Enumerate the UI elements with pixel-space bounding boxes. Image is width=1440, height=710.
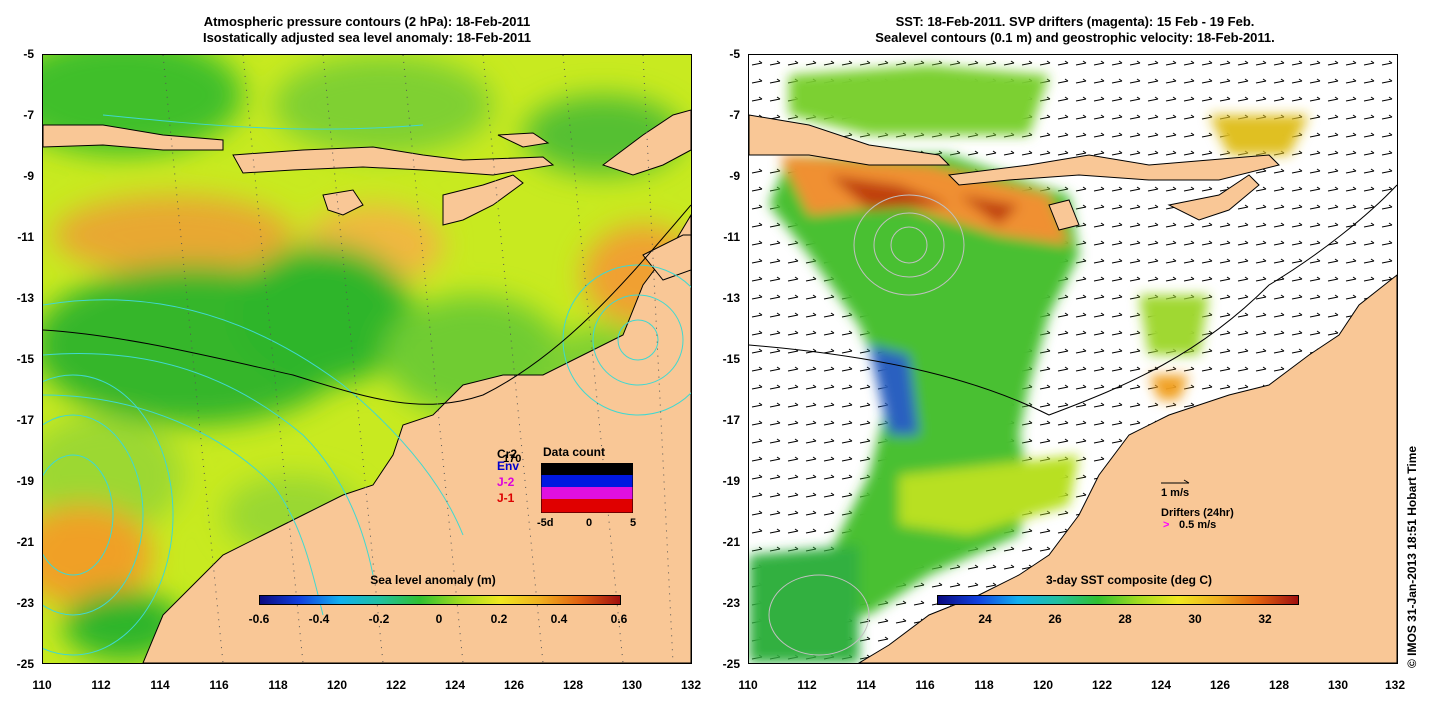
sea-level-colorbar xyxy=(259,595,621,605)
right-ytick-10: -23 xyxy=(722,596,740,610)
left-xtick-4: 116 xyxy=(209,678,229,692)
data-count-label-j1: J-1 xyxy=(497,491,515,505)
isobath-line xyxy=(43,204,691,405)
drifters-symbol: > xyxy=(1163,519,1170,531)
left-cbar-tick-2: -0.4 xyxy=(308,612,330,626)
left-legend-title: Sea level anomaly (m) xyxy=(370,573,496,587)
right-cbar-tick-3: 28 xyxy=(1118,612,1132,626)
left-xtick-10: 128 xyxy=(562,678,584,692)
left-map[interactable]: Data count Cr2 170 Env J-2 J-1 -5d 0 5 S… xyxy=(42,54,692,664)
right-map[interactable]: 1 m/s Drifters (24hr) > 0.5 m/s 3-day SS… xyxy=(748,54,1398,664)
right-ytick-11: -25 xyxy=(722,657,740,671)
data-count-label-env: Env xyxy=(497,459,520,473)
left-ytick-6: -15 xyxy=(16,352,34,366)
right-title-line2: Sealevel contours (0.1 m) and geostrophi… xyxy=(875,30,1275,45)
left-xtick-6: 120 xyxy=(326,678,348,692)
left-ytick-9: -21 xyxy=(16,535,34,549)
right-ytick-6: -15 xyxy=(722,352,740,366)
sealevel-contours xyxy=(768,194,965,656)
left-ytick-4: -11 xyxy=(17,230,34,244)
sst-colorbar xyxy=(937,595,1299,605)
right-xtick-9: 126 xyxy=(1209,678,1231,692)
left-ytick-11: -25 xyxy=(16,657,34,671)
land-masses-right xyxy=(749,114,1397,663)
left-xtick-12: 132 xyxy=(680,678,702,692)
left-title-line1: Atmospheric pressure contours (2 hPa): 1… xyxy=(203,14,531,29)
right-xtick-1: 110 xyxy=(738,678,758,692)
velocity-key-label: 1 m/s xyxy=(1161,487,1190,499)
data-count-title: Data count xyxy=(543,445,606,459)
right-xtick-8: 124 xyxy=(1150,678,1172,692)
left-xtick-3: 114 xyxy=(150,678,170,692)
left-cbar-tick-5: 0.2 xyxy=(490,612,508,626)
right-cbar-tick-2: 26 xyxy=(1048,612,1062,626)
left-ytick-3: -9 xyxy=(23,169,34,183)
right-xtick-3: 114 xyxy=(856,678,876,692)
right-xtick-5: 118 xyxy=(974,678,994,692)
left-cbar-tick-7: 0.6 xyxy=(610,612,628,626)
right-map-svg xyxy=(749,55,1397,663)
left-xtick-9: 126 xyxy=(503,678,525,692)
right-xtick-12: 132 xyxy=(1384,678,1406,692)
left-xtick-2: 112 xyxy=(91,678,111,692)
right-ytick-4: -11 xyxy=(723,230,740,244)
data-count-overlay-number: 170 xyxy=(503,453,522,465)
isobath-line-right xyxy=(749,184,1397,416)
right-ytick-2: -7 xyxy=(729,108,740,122)
left-map-svg xyxy=(43,55,691,663)
drifters-speed: 0.5 m/s xyxy=(1179,519,1217,531)
left-xtick-1: 110 xyxy=(32,678,52,692)
land-masses xyxy=(43,109,691,663)
right-cbar-tick-4: 30 xyxy=(1188,612,1202,626)
left-ytick-10: -23 xyxy=(16,596,34,610)
left-xtick-5: 118 xyxy=(268,678,288,692)
right-xtick-7: 122 xyxy=(1091,678,1113,692)
left-xtick-7: 122 xyxy=(385,678,407,692)
left-ytick-1: -5 xyxy=(23,47,34,61)
right-ytick-7: -17 xyxy=(722,413,740,427)
data-count-tick-0: 0 xyxy=(586,517,593,529)
left-xtick-8: 124 xyxy=(444,678,466,692)
left-ytick-2: -7 xyxy=(23,108,34,122)
right-ytick-1: -5 xyxy=(729,47,740,61)
left-title-line2: Isostatically adjusted sea level anomaly… xyxy=(202,30,532,45)
left-ytick-5: -13 xyxy=(16,291,34,305)
left-xtick-11: 130 xyxy=(621,678,643,692)
data-count-label-j2: J-2 xyxy=(497,475,515,489)
right-xtick-4: 116 xyxy=(915,678,935,692)
right-ytick-3: -9 xyxy=(729,169,740,183)
right-ytick-5: -13 xyxy=(722,291,740,305)
data-count-label-cr2: Cr2 xyxy=(497,447,518,461)
data-count-bars xyxy=(541,463,633,513)
left-cbar-tick-4: 0 xyxy=(435,612,443,626)
pressure-contours xyxy=(43,114,691,656)
data-count-tick-neg5: -5d xyxy=(537,517,554,529)
right-xtick-10: 128 xyxy=(1268,678,1290,692)
left-cbar-tick-6: 0.4 xyxy=(550,612,568,626)
left-ytick-8: -19 xyxy=(16,474,34,488)
right-ytick-8: -19 xyxy=(722,474,740,488)
right-xtick-11: 130 xyxy=(1327,678,1349,692)
imos-credit: © IMOS 31-Jan-2013 18:51 Hobart Time xyxy=(1405,445,1419,668)
right-xtick-2: 112 xyxy=(797,678,817,692)
drifters-label: Drifters (24hr) xyxy=(1161,507,1234,519)
left-cbar-tick-3: -0.2 xyxy=(368,612,390,626)
right-ytick-9: -21 xyxy=(722,535,740,549)
sst-field xyxy=(749,65,1309,663)
right-xtick-6: 120 xyxy=(1032,678,1054,692)
right-legend-title: 3-day SST composite (deg C) xyxy=(1045,573,1213,587)
right-title-line1: SST: 18-Feb-2011. SVP drifters (magenta)… xyxy=(895,14,1255,29)
left-cbar-tick-1: -0.6 xyxy=(248,612,270,626)
right-cbar-tick-5: 32 xyxy=(1258,612,1272,626)
data-count-tick-5: 5 xyxy=(630,517,637,529)
left-ytick-7: -17 xyxy=(16,413,34,427)
right-cbar-tick-1: 24 xyxy=(978,612,992,626)
